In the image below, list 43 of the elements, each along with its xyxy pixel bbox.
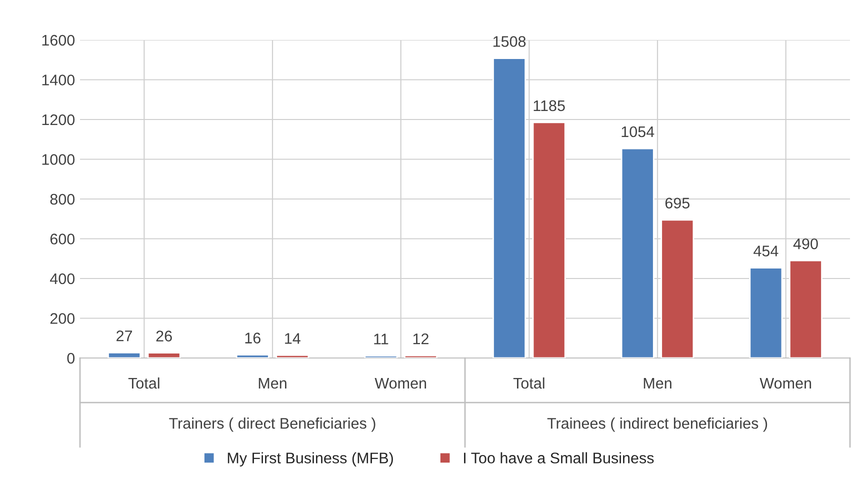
legend-label: My First Business (MFB): [228, 452, 393, 466]
x-tick-label: Men: [644, 378, 672, 389]
text: Trainees ( indirect beneficiaries ): [547, 418, 768, 432]
y-tick-label: 1200: [42, 114, 75, 126]
data-label: 1508: [493, 36, 526, 47]
data-label: 27: [116, 330, 132, 342]
data-label: 1185: [534, 100, 565, 112]
bar: [276, 354, 310, 358]
y-tick-label: 400: [50, 273, 75, 284]
x-tick-label: Women: [374, 378, 426, 389]
y-tick-label: 1000: [42, 154, 75, 165]
x-tick-label: Women: [760, 378, 812, 389]
y-tick-label: 1600: [42, 34, 75, 46]
data-label: 26: [156, 330, 172, 342]
y-tick-label: 800: [50, 194, 75, 205]
bar: [364, 355, 398, 358]
bar: [492, 58, 526, 358]
bar: [788, 260, 822, 358]
y-tick-label: 200: [50, 313, 75, 324]
y-tick-label: 600: [50, 234, 75, 244]
x-tick-label: Total: [128, 377, 160, 389]
data-label: 454: [754, 246, 778, 256]
bar: [749, 267, 783, 358]
bar: [532, 122, 566, 358]
data-label: 490: [793, 238, 818, 250]
x-tick-label: Total: [513, 377, 544, 389]
bar: [620, 148, 654, 358]
data-label: 12: [413, 333, 428, 344]
legend-label: I Too have a Small Business: [464, 452, 654, 464]
bar: [108, 352, 142, 358]
data-label: 16: [245, 332, 260, 344]
y-tick-label: 1400: [42, 74, 75, 86]
bar: [147, 352, 181, 358]
bar: [404, 354, 438, 358]
bar: [236, 354, 270, 358]
y-tick-label: 0: [67, 352, 75, 364]
x-tick-label: Men: [258, 378, 286, 389]
data-label: 14: [285, 333, 300, 344]
data-label: 695: [665, 198, 690, 209]
text: Trainers ( direct Beneficiaries ): [169, 418, 376, 432]
data-label: 11: [374, 334, 388, 344]
data-label: 1054: [622, 126, 654, 138]
bar: [660, 219, 694, 358]
